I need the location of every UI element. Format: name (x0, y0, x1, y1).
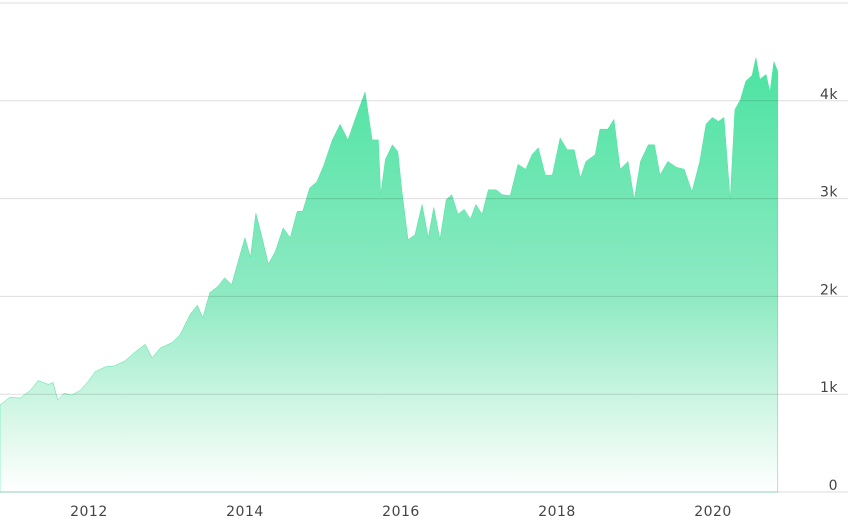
x-tick-label: 2020 (694, 504, 732, 520)
x-tick-label: 2018 (538, 504, 576, 520)
y-tick-label: 4k (820, 87, 838, 103)
area (0, 57, 779, 493)
x-tick-label: 2014 (226, 504, 264, 520)
y-tick-label: 3k (820, 185, 838, 201)
x-tick-label: 2016 (382, 504, 420, 520)
y-tick-label: 1k (820, 380, 838, 396)
y-tick-label: 2k (820, 282, 838, 298)
x-tick-label: 2012 (70, 504, 108, 520)
y-tick-label: 0 (829, 478, 838, 494)
